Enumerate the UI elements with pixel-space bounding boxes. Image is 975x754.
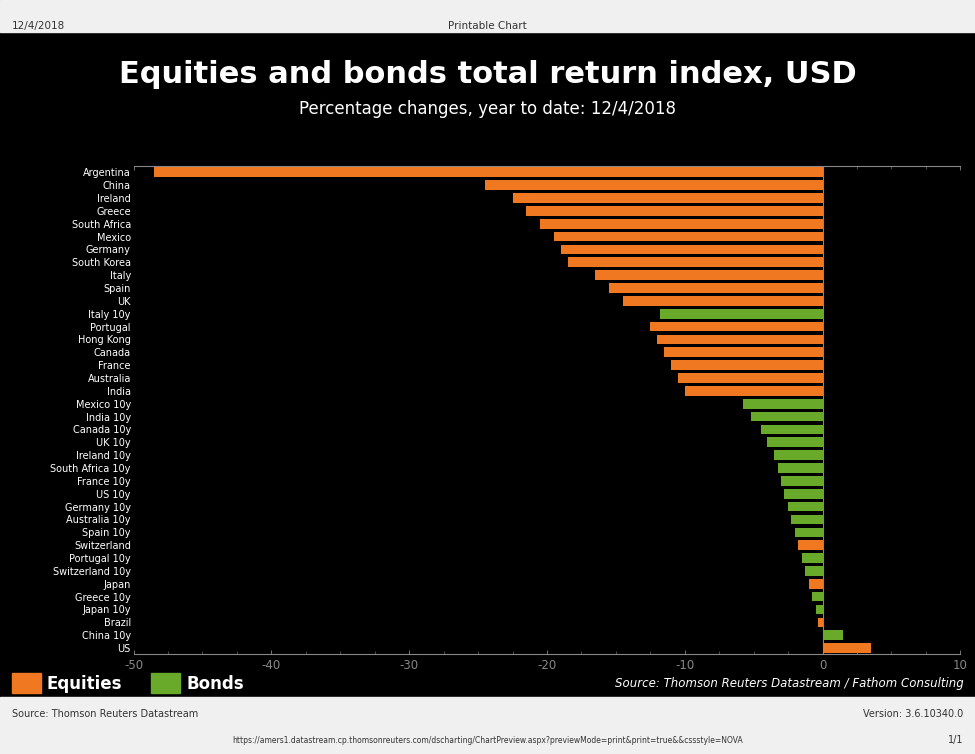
Text: Percentage changes, year to date: 12/4/2018: Percentage changes, year to date: 12/4/2… (299, 100, 676, 118)
Bar (788, 502, 823, 511)
Bar (650, 322, 823, 332)
Text: Source: Thomson Reuters Datastream / Fathom Consulting: Source: Thomson Reuters Datastream / Fat… (614, 677, 963, 691)
Bar (154, 167, 823, 177)
Bar (774, 450, 823, 460)
Bar (804, 566, 823, 576)
Text: Printable Chart: Printable Chart (448, 21, 526, 31)
Bar (678, 373, 823, 383)
Bar (767, 437, 823, 447)
Text: Version: 3.6.10340.0: Version: 3.6.10340.0 (863, 709, 963, 719)
Bar (554, 231, 823, 241)
Bar (823, 643, 871, 653)
Bar (526, 206, 823, 216)
Bar (809, 579, 823, 589)
Bar (760, 425, 823, 434)
Bar (795, 528, 823, 537)
Bar (751, 412, 823, 421)
Bar (823, 630, 843, 640)
Bar (657, 335, 823, 345)
Bar (485, 180, 823, 190)
Bar (671, 360, 823, 370)
Bar (781, 476, 823, 486)
Bar (778, 463, 823, 473)
Bar (798, 541, 823, 550)
Bar (684, 386, 823, 396)
Bar (623, 296, 823, 305)
Bar (609, 284, 823, 293)
Bar (540, 219, 823, 228)
Bar (513, 193, 823, 203)
Text: https://amers1.datastream.cp.thomsonreuters.com/dscharting/ChartPreview.aspx?pre: https://amers1.datastream.cp.thomsonreut… (232, 736, 743, 745)
Bar (664, 348, 823, 357)
Text: Equities: Equities (47, 675, 122, 693)
Text: 12/4/2018: 12/4/2018 (12, 21, 65, 31)
Bar (595, 271, 823, 280)
Text: Bonds: Bonds (186, 675, 244, 693)
Bar (660, 309, 823, 318)
Bar (818, 618, 823, 627)
Bar (816, 605, 823, 615)
Bar (791, 515, 823, 524)
Bar (561, 244, 823, 254)
Text: 1/1: 1/1 (948, 735, 963, 745)
Bar (811, 592, 823, 602)
Bar (784, 489, 823, 498)
Bar (567, 258, 823, 267)
Bar (801, 553, 823, 562)
Text: Source: Thomson Reuters Datastream: Source: Thomson Reuters Datastream (12, 709, 198, 719)
Text: Equities and bonds total return index, USD: Equities and bonds total return index, U… (119, 60, 856, 89)
Bar (743, 399, 823, 409)
